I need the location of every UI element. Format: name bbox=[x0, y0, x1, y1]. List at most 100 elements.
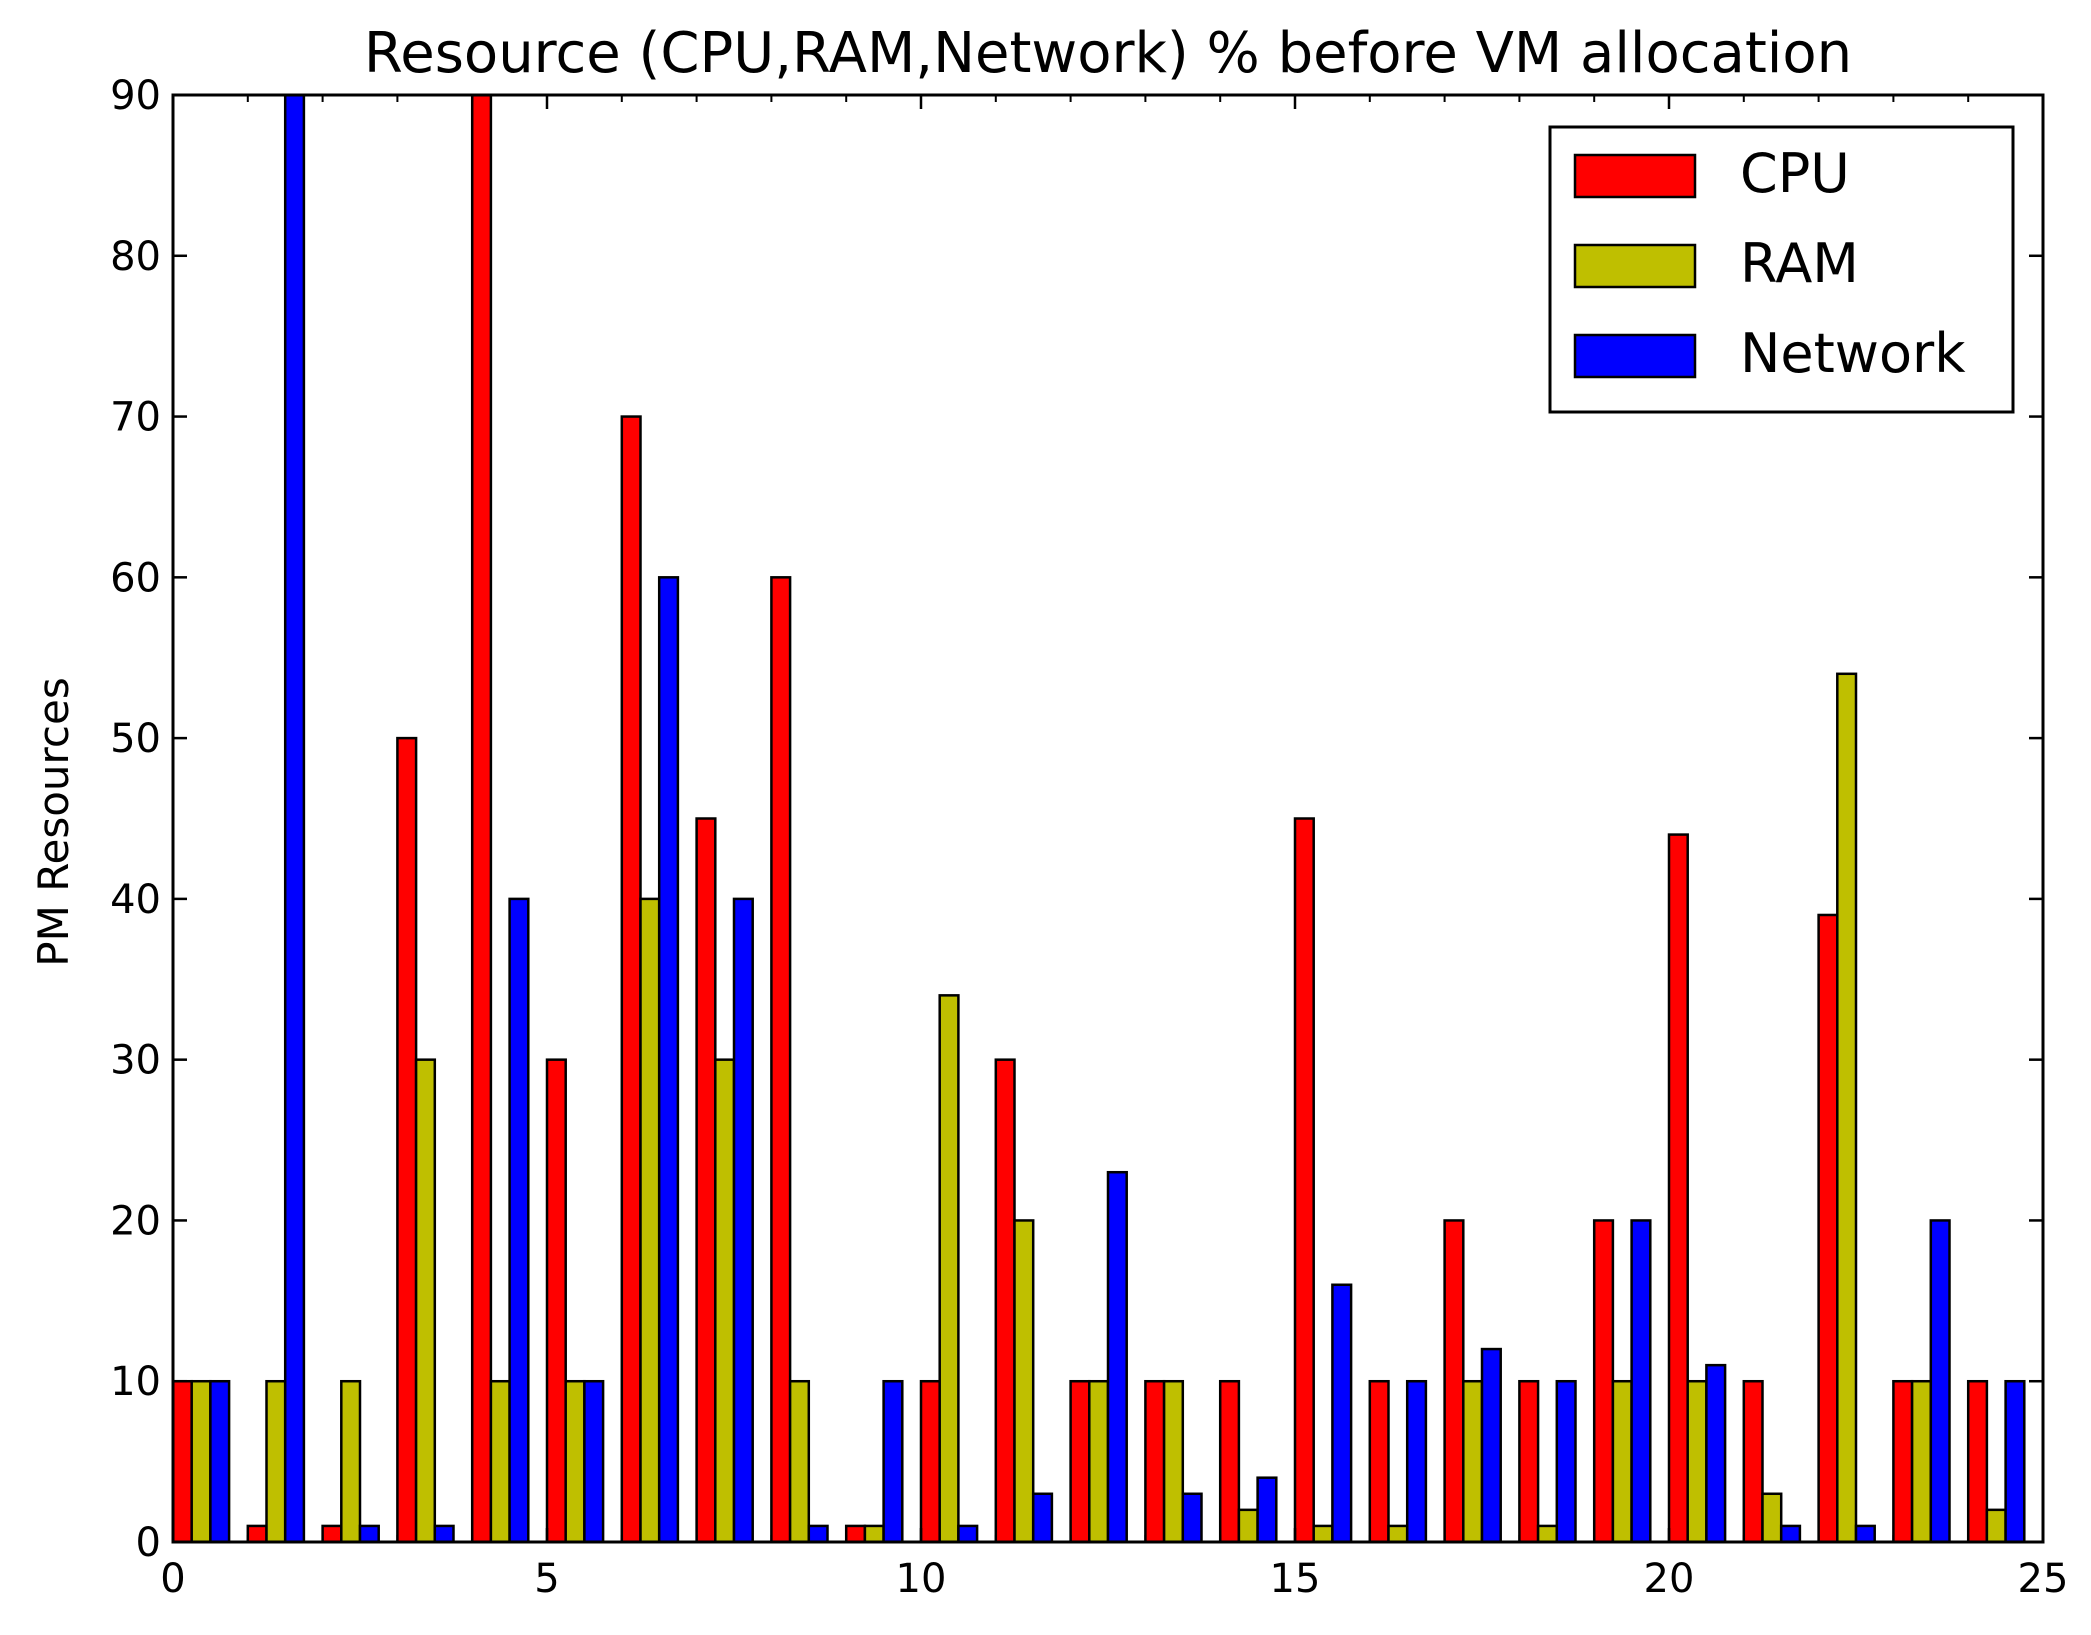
bar-network-4 bbox=[508, 897, 530, 1544]
bar-cpu-10 bbox=[919, 1379, 941, 1544]
bar-ram-4 bbox=[489, 1379, 511, 1544]
bar-cpu-12 bbox=[1069, 1379, 1091, 1544]
bar-ram-7 bbox=[714, 1058, 736, 1544]
bar-ram-11 bbox=[1013, 1219, 1035, 1544]
bar-network-24 bbox=[2004, 1379, 2026, 1544]
bar-network-3 bbox=[433, 1524, 455, 1544]
bar-ram-10 bbox=[938, 994, 960, 1544]
bar-cpu-21 bbox=[1742, 1379, 1764, 1544]
bar-ram-12 bbox=[1088, 1379, 1110, 1544]
y-tick-label: 90 bbox=[110, 73, 161, 119]
bar-cpu-17 bbox=[1443, 1219, 1465, 1544]
bar-cpu-5 bbox=[545, 1058, 567, 1544]
legend: CPU RAM Network bbox=[1548, 125, 2015, 414]
bar-network-15 bbox=[1331, 1283, 1353, 1544]
bar-cpu-4 bbox=[470, 93, 493, 1544]
bar-ram-13 bbox=[1162, 1379, 1185, 1544]
bar-cpu-15 bbox=[1293, 817, 1315, 1544]
bar-network-12 bbox=[1106, 1170, 1128, 1544]
legend-swatch-ram bbox=[1573, 243, 1697, 289]
bar-network-18 bbox=[1555, 1379, 1577, 1544]
y-tick-label: 10 bbox=[110, 1359, 161, 1405]
bar-cpu-11 bbox=[994, 1058, 1016, 1544]
bar-network-9 bbox=[882, 1379, 904, 1544]
bar-cpu-1 bbox=[246, 1524, 268, 1544]
bar-ram-3 bbox=[414, 1058, 437, 1544]
y-tick-label: 30 bbox=[110, 1038, 161, 1084]
bar-cpu-22 bbox=[1817, 913, 1839, 1544]
y-axis-label: PM Resources bbox=[29, 677, 78, 966]
bar-network-16 bbox=[1405, 1379, 1428, 1544]
bar-ram-18 bbox=[1536, 1524, 1559, 1544]
bar-cpu-9 bbox=[844, 1524, 867, 1544]
bar-network-17 bbox=[1480, 1347, 1502, 1544]
bar-network-8 bbox=[807, 1524, 829, 1544]
x-tick-label: 0 bbox=[160, 1556, 185, 1602]
bar-ram-0 bbox=[190, 1379, 212, 1544]
bar-ram-22 bbox=[1836, 672, 1858, 1544]
bar-network-19 bbox=[1630, 1219, 1652, 1544]
bar-ram-24 bbox=[1985, 1508, 2007, 1544]
bar-cpu-14 bbox=[1218, 1379, 1241, 1544]
chart-title: Resource (CPU,RAM,Network) % before VM a… bbox=[364, 21, 1852, 86]
x-tick-label: 15 bbox=[1270, 1556, 1321, 1602]
bar-ram-21 bbox=[1761, 1492, 1783, 1544]
bar-network-7 bbox=[732, 897, 754, 1544]
bar-ram-20 bbox=[1686, 1379, 1708, 1544]
bar-network-0 bbox=[209, 1379, 231, 1544]
bar-cpu-19 bbox=[1592, 1219, 1615, 1544]
bar-network-6 bbox=[657, 576, 680, 1544]
bar-network-21 bbox=[1779, 1524, 1802, 1544]
bar-cpu-24 bbox=[1966, 1379, 1989, 1544]
y-tick-label: 70 bbox=[110, 395, 161, 441]
y-tick-label: 0 bbox=[136, 1520, 161, 1566]
bar-network-13 bbox=[1181, 1492, 1203, 1544]
bar-network-20 bbox=[1705, 1363, 1727, 1544]
bar-ram-16 bbox=[1387, 1524, 1409, 1544]
y-tick-label: 50 bbox=[110, 716, 161, 762]
bar-ram-8 bbox=[788, 1379, 811, 1544]
bar-network-11 bbox=[1031, 1492, 1054, 1544]
y-tick-label: 40 bbox=[110, 877, 161, 923]
bar-network-23 bbox=[1929, 1219, 1951, 1544]
bar-ram-17 bbox=[1462, 1379, 1484, 1544]
bar-cpu-13 bbox=[1144, 1379, 1166, 1544]
bar-ram-23 bbox=[1910, 1379, 1933, 1544]
bar-ram-5 bbox=[564, 1379, 586, 1544]
bar-cpu-16 bbox=[1368, 1379, 1390, 1544]
legend-label-ram: RAM bbox=[1740, 232, 1859, 295]
x-tick-label: 5 bbox=[534, 1556, 559, 1602]
bar-cpu-18 bbox=[1518, 1379, 1540, 1544]
bar-ram-19 bbox=[1611, 1379, 1633, 1544]
bar-cpu-0 bbox=[171, 1379, 193, 1544]
bar-cpu-20 bbox=[1667, 833, 1689, 1544]
y-tick-label: 80 bbox=[110, 234, 161, 280]
legend-label-cpu: CPU bbox=[1740, 142, 1850, 205]
bar-cpu-8 bbox=[770, 576, 792, 1544]
y-tick-label: 20 bbox=[110, 1198, 161, 1244]
bar-ram-2 bbox=[340, 1379, 362, 1544]
bar-cpu-2 bbox=[321, 1524, 343, 1544]
x-tick-label: 20 bbox=[1644, 1556, 1695, 1602]
bar-ram-15 bbox=[1312, 1524, 1334, 1544]
bar-ram-1 bbox=[265, 1379, 287, 1544]
bar-network-5 bbox=[583, 1379, 605, 1544]
bar-cpu-6 bbox=[620, 415, 642, 1544]
bar-network-14 bbox=[1256, 1476, 1278, 1544]
legend-label-network: Network bbox=[1740, 322, 1966, 385]
bar-network-10 bbox=[957, 1524, 979, 1544]
legend-swatch-network bbox=[1573, 333, 1697, 379]
bar-cpu-3 bbox=[396, 736, 418, 1544]
bar-cpu-7 bbox=[695, 817, 717, 1544]
bar-network-22 bbox=[1854, 1524, 1876, 1544]
x-tick-label: 10 bbox=[896, 1556, 947, 1602]
bar-network-2 bbox=[358, 1524, 380, 1544]
plot-frame bbox=[171, 93, 2045, 1544]
x-tick-label: 25 bbox=[2018, 1556, 2069, 1602]
bar-cpu-23 bbox=[1892, 1379, 1914, 1544]
bar-ram-9 bbox=[863, 1524, 885, 1544]
bar-network-1 bbox=[283, 93, 306, 1544]
bar-ram-14 bbox=[1237, 1508, 1259, 1544]
y-tick-label: 60 bbox=[110, 555, 161, 601]
